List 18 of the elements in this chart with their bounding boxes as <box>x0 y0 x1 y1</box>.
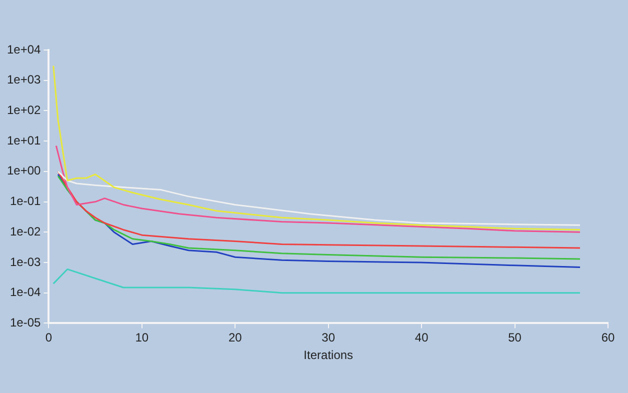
y-tick-label: 1e+03 <box>7 72 42 87</box>
y-tick-label: 1e+00 <box>7 164 42 178</box>
y-tick-label: 1e+01 <box>7 133 42 148</box>
x-tick-label: 0 <box>45 330 52 345</box>
x-tick-label: 60 <box>601 330 615 345</box>
x-tick-label: 30 <box>322 330 336 345</box>
x-axis-title: Iterations <box>304 348 354 362</box>
y-tick-label: 1e-03 <box>10 254 42 269</box>
y-tick-label: 1e-01 <box>10 194 42 208</box>
x-tick-label: 50 <box>508 330 522 345</box>
y-tick-label: 1e-04 <box>10 285 42 300</box>
y-tick-label: 1e+02 <box>7 103 42 118</box>
x-tick-label: 40 <box>414 330 429 345</box>
y-tick-label: 1e+04 <box>7 42 42 56</box>
y-tick-label: 1e-02 <box>10 224 42 238</box>
y-tick-label: 1e-05 <box>10 316 42 330</box>
x-tick-label: 20 <box>228 330 242 345</box>
x-tick-label: 10 <box>135 330 149 345</box>
